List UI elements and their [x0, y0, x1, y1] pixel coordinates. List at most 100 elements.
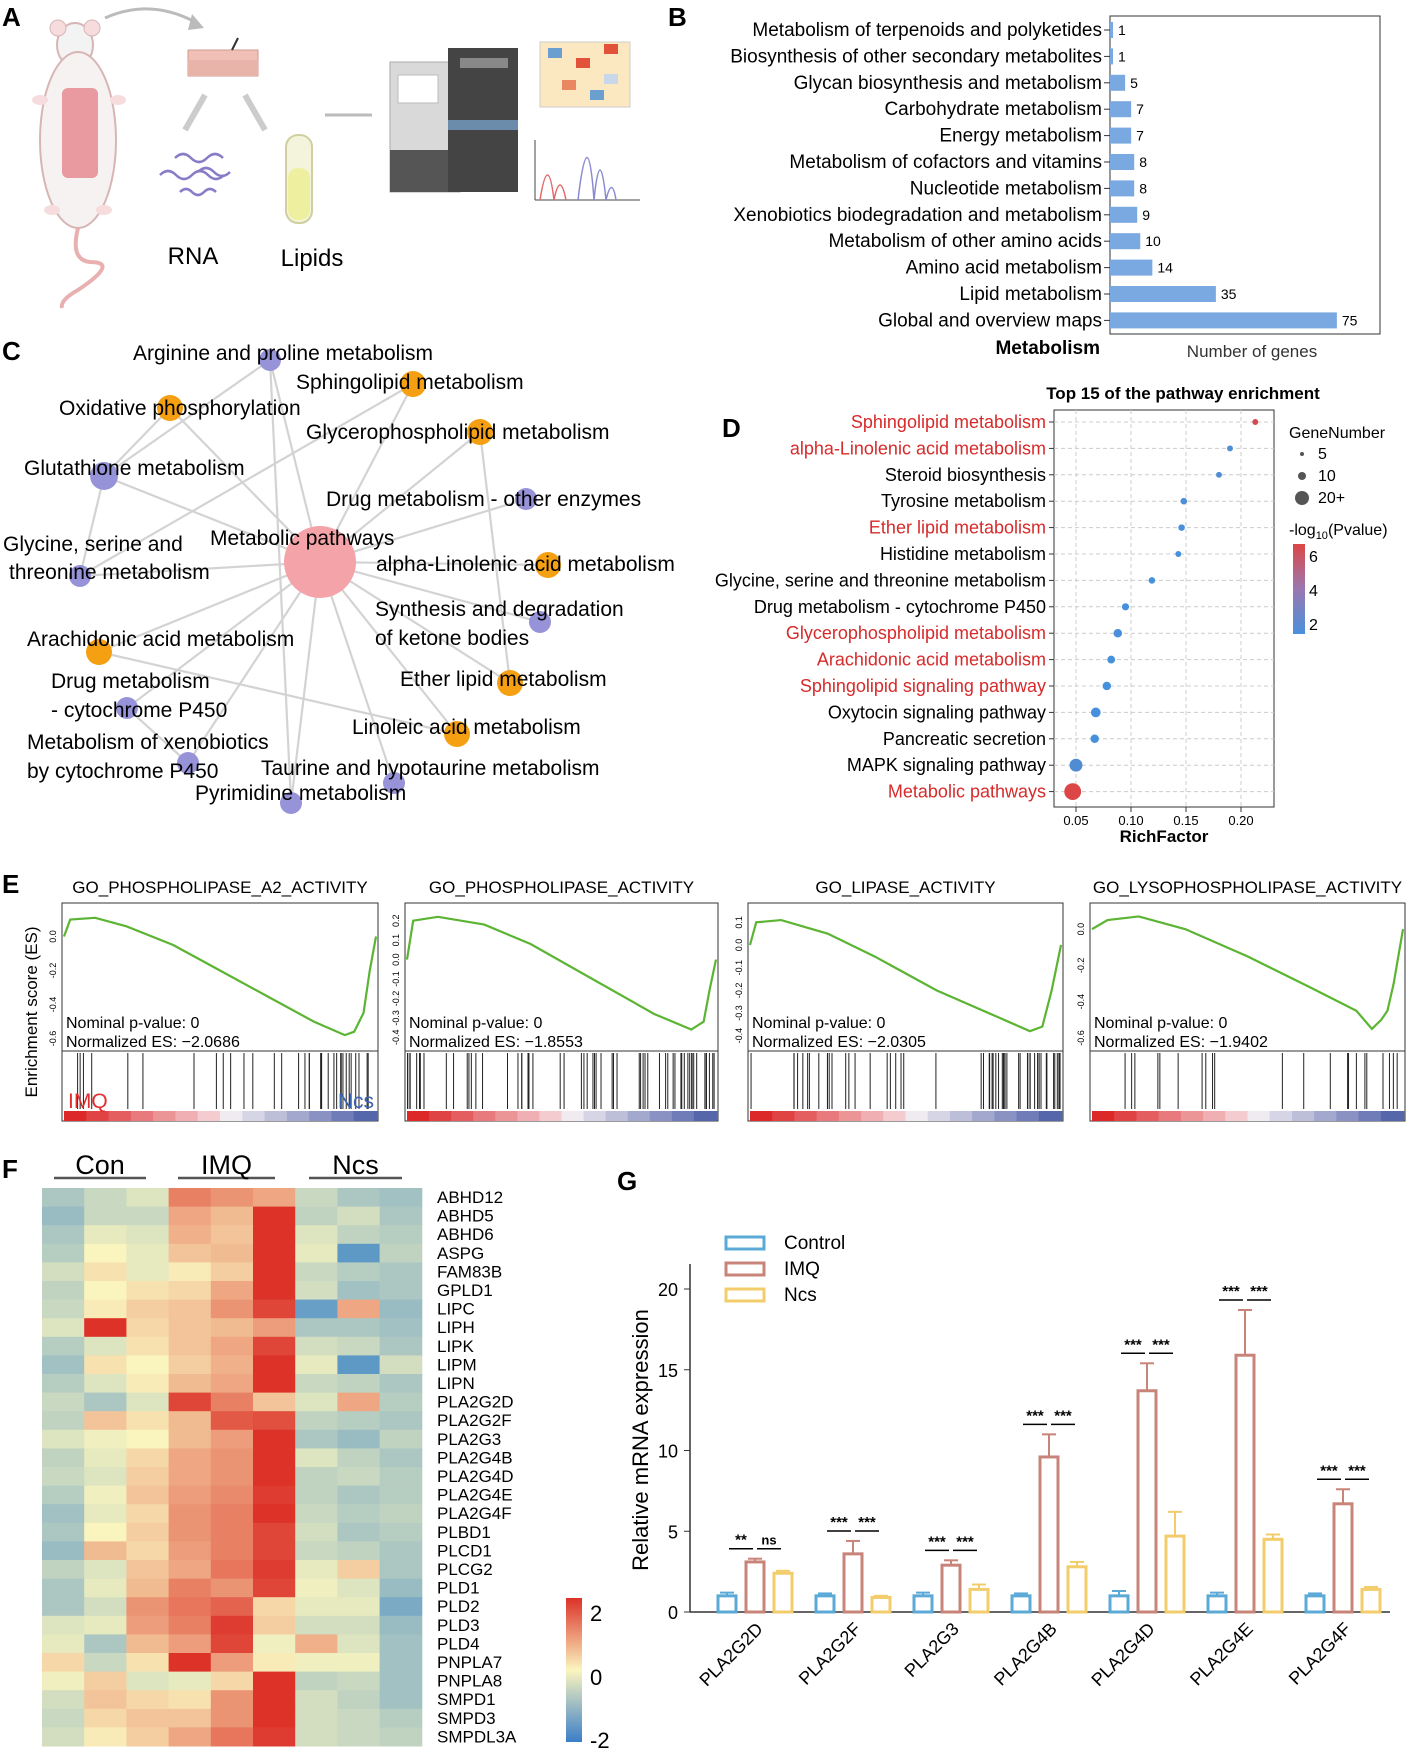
gene-label-pla2g2d: PLA2G2D [437, 1393, 514, 1412]
gene-label-pnpla8: PNPLA8 [437, 1672, 502, 1691]
y-tick-label: 20 [658, 1280, 678, 1300]
legend-size-label: 10 [1318, 468, 1336, 485]
bar-value-label: 8 [1139, 180, 1147, 196]
heatmap-cell [42, 1504, 85, 1524]
heatmap-cell [168, 1522, 212, 1542]
heatmap-cell [295, 1690, 338, 1710]
gene-label-pld1: PLD1 [437, 1579, 480, 1598]
gene-label-lipc: LIPC [437, 1300, 475, 1319]
heatmap-cell [379, 1355, 423, 1375]
heatmap-cell [126, 1374, 170, 1394]
category-label-pla2g2d: PLA2G2D [695, 1619, 766, 1690]
heatmap-cell [84, 1336, 127, 1356]
mouse-icon [32, 19, 126, 309]
heatmap-cell [126, 1225, 170, 1245]
rank-gradient-segment [1038, 1111, 1063, 1121]
heatmap-cell [379, 1299, 423, 1319]
heatmap-cell [42, 1225, 85, 1245]
rank-gradient-segment [1291, 1111, 1316, 1121]
network-node-linoleic-acid-metabolism [444, 721, 470, 747]
lipids-tube-icon [285, 134, 313, 224]
gsea-title: GO_PHOSPHOLIPASE_ACTIVITY [429, 878, 694, 897]
bar-ncs-pla2g4e [1262, 1537, 1284, 1614]
heatmap-cell [126, 1467, 170, 1487]
gene-hit-lines [750, 1053, 1061, 1109]
heatmap-cell [168, 1243, 212, 1263]
dot-sphingolipid-metabolism [1252, 419, 1259, 425]
gene-label-abhd6: ABHD6 [437, 1225, 494, 1244]
category-label-pla2g2f: PLA2G2F [795, 1619, 865, 1689]
gene-label-plcg2: PLCG2 [437, 1560, 493, 1579]
gsea-plot-2: GO_PHOSPHOLIPASE_ACTIVITY 0.2 0.1 0.0 -0.1 -0… [391, 878, 719, 1122]
heatmap-cell [84, 1690, 127, 1710]
heatmap-cell [126, 1597, 170, 1617]
heatmap-cell [210, 1206, 254, 1226]
heatmap-cell [295, 1392, 338, 1412]
heatmap-cell [253, 1299, 296, 1319]
heatmap-cell [295, 1448, 338, 1468]
y-tick-label: -0.1 [734, 960, 744, 976]
category-label-metabolism-of-other-amino-acids: Metabolism of other amino acids [828, 231, 1102, 252]
edge-arachidonic-acid-metabolism-to-linoleic-acid-metabolism [98, 650, 458, 736]
heatmap-cell [126, 1727, 170, 1747]
heatmap-cell [168, 1708, 212, 1728]
heatmap-cell [42, 1243, 85, 1263]
heatmap-cell [126, 1541, 170, 1561]
significance-label: ns [761, 1533, 776, 1548]
heatmap-cell [168, 1615, 212, 1635]
gene-hit-lines [1124, 1053, 1398, 1109]
bar-imq-pla2g4f [1332, 1502, 1354, 1614]
edge-arginine-and-proline-metabolism-to-glutathione-metabolism [103, 359, 271, 477]
y-tick-label: 5 [668, 1522, 678, 1542]
heatmap-cell [379, 1392, 423, 1412]
heatmap-cell [210, 1671, 254, 1691]
pathway-label-alpha-linolenic-acid-metabolism: alpha-Linolenic acid metabolism [790, 438, 1046, 458]
y-tick-label: 0.1 [391, 934, 401, 947]
bar-biosynthesis-of-other-secondary-metabolites [1110, 48, 1114, 65]
dot-metabolic-pathways [1064, 783, 1082, 800]
rank-gradient-segment [220, 1111, 244, 1121]
heatmap-cell [379, 1634, 423, 1654]
bar-imq-pla2g3 [940, 1563, 962, 1614]
bar-value-label: 8 [1139, 154, 1147, 170]
bar-carbohydrate-metabolism [1110, 101, 1132, 118]
heatmap-cell [42, 1355, 85, 1375]
significance-label: *** [1348, 1462, 1366, 1479]
network-label-sphingolipid-metabolism: Sphingolipid metabolism [296, 371, 524, 394]
heatmap-cell [210, 1615, 254, 1635]
heatmap-cell [126, 1485, 170, 1505]
lipids-label: Lipids [281, 245, 344, 272]
dot-glycine-serine-and-threonine-metabolism [1148, 577, 1156, 584]
heatmap-cell [126, 1615, 170, 1635]
dot-glycerophospholipid-metabolism [1113, 628, 1123, 638]
heatmap-cell [379, 1522, 423, 1542]
pathway-label-drug-metabolism-cytochrome-p450: Drug metabolism - cytochrome P450 [754, 597, 1046, 617]
heatmap-cell [253, 1355, 296, 1375]
rank-gradient-segment [1247, 1111, 1271, 1121]
heatmap-cell [253, 1485, 296, 1505]
rank-gradient-segment [1180, 1111, 1205, 1121]
heatmap-cell [337, 1336, 381, 1356]
y-tick-label: 15 [658, 1361, 678, 1381]
heatmap-cell [337, 1522, 381, 1542]
network-node-arginine-and-proline-metabolism [259, 349, 281, 371]
heatmap-cell [42, 1262, 85, 1282]
network-label-arginine-and-proline-metabolism: Arginine and proline metabolism [133, 342, 433, 365]
rank-gradient-segment [264, 1111, 289, 1121]
heatmap-cell [84, 1243, 127, 1263]
x-tick-label: 0.10 [1118, 813, 1143, 828]
y-tick-label: -0.1 [391, 971, 401, 987]
rank-gradient-segment [130, 1111, 155, 1121]
nes-text: Normalized ES: −2.0686 [66, 1034, 240, 1051]
heatmap-cell [337, 1541, 381, 1561]
category-label-lipid-metabolism: Lipid metabolism [959, 284, 1102, 305]
network-node-alpha-linolenic-acid-metabolism [535, 552, 561, 578]
heatmap-cell [253, 1411, 296, 1431]
bar-value-label: 75 [1342, 312, 1358, 328]
heatmap-cell [126, 1392, 170, 1412]
heatmap-cell [295, 1243, 338, 1263]
bar-ncs-pla2g4b [1066, 1565, 1088, 1614]
bar-control-pla2g4e [1206, 1594, 1228, 1614]
heatmap-cell [168, 1485, 212, 1505]
